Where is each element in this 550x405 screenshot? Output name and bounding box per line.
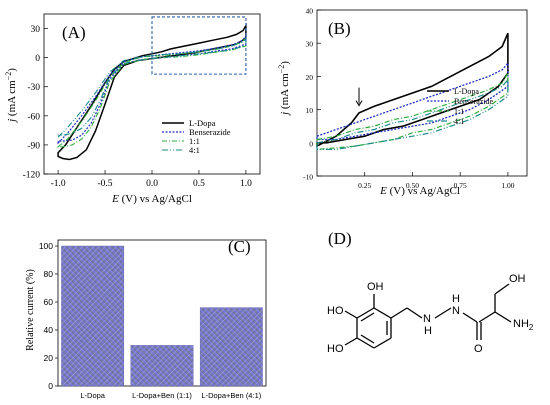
legend-label: Benserazide [189, 127, 231, 137]
legend-label: 4:1 [189, 145, 200, 155]
panel-a-chart: -1.0 -0.5 0.0 0.5 1.0 30 0 -30 -60 -90 -120 (A) L-… [4, 13, 261, 205]
molecule-labels: OH HO HO N H H N O NH2 OH [327, 273, 534, 355]
series-line-l-dopa [57, 22, 247, 161]
panel-d-label: (D) [328, 229, 352, 248]
y-tick-label: 60 [44, 297, 54, 307]
bar [61, 245, 125, 387]
series-line-1-1 [316, 70, 509, 151]
bar [130, 345, 194, 387]
x-tick-label: -0.5 [98, 179, 113, 189]
peak-arrow-head [355, 100, 363, 107]
atom-h-first: H [424, 325, 432, 337]
y-tick-label: -90 [27, 141, 40, 151]
series-line-4-1 [316, 78, 509, 150]
legend-label: 1:1 [454, 107, 464, 116]
panel-b-label: (B) [328, 19, 351, 38]
y-tick-label: 0 [309, 139, 313, 148]
panel-b-chart: 0.25 0.50 0.75 1.00 40 30 20 10 0 -10 (B) L-DopaB… [277, 7, 528, 197]
x-tick-label: 1.0 [240, 179, 252, 189]
atom-h-second: H [452, 293, 460, 305]
panel-a-xlabel: E (V) vs Ag/AgCl [111, 193, 192, 205]
y-tick-label: 0 [48, 381, 53, 391]
y-tick-label: -60 [27, 112, 40, 122]
atom-nh-first: N [423, 313, 431, 325]
panel-d-structure: (D) OH HO HO N H H N [327, 229, 534, 355]
y-tick-label: 30 [31, 25, 41, 35]
molecule-bonds [344, 283, 512, 349]
x-tick-label: 0.5 [193, 179, 205, 189]
y-tick-label: 40 [306, 7, 314, 16]
panel-a-label: (A) [62, 23, 86, 42]
y-tick-label: 80 [44, 269, 54, 279]
y-tick-label: 20 [44, 353, 54, 363]
atom-nh2: NH2 [513, 318, 534, 332]
y-tick-label: -10 [303, 173, 313, 182]
series-line-1-1 [56, 37, 247, 148]
panel-c-ylabel: Relative current (%) [25, 269, 36, 351]
series-line-l-dopa [316, 32, 509, 148]
y-tick-label: 20 [306, 73, 314, 82]
y-tick-label: 40 [44, 325, 54, 335]
panel-b-plot-area: 0.25 0.50 0.75 1.00 40 30 20 10 0 -10 [303, 7, 528, 190]
y-tick-label: 0 [35, 54, 40, 64]
panel-b-xlabel: E (V) vs Ag/AgCl [379, 185, 460, 197]
x-tick-label: -1.0 [51, 179, 66, 189]
series-line-4-1 [57, 38, 247, 139]
legend-label: 1:1 [189, 136, 200, 146]
atom-oh-chain: OH [509, 273, 526, 285]
y-tick-label: 10 [306, 106, 314, 115]
atom-oh-ring-top: OH [367, 281, 384, 293]
y-tick-label: -120 [23, 171, 41, 181]
panel-c-chart: 0 20 40 60 80 100 L-Dopa L-Dopa+Ben (1:1) L-Dopa… [25, 237, 267, 400]
legend-label: L-Dopa [189, 118, 216, 128]
atom-ho-left: HO [327, 305, 344, 317]
panel-a-ylabel: j (mA cm−2) [4, 68, 18, 124]
legend-label: 4:1 [454, 117, 464, 126]
x-category-label: L-Dopa+Ben (1:1) [132, 391, 192, 400]
x-tick-label: 0.0 [146, 179, 158, 189]
series-line-benserazide [57, 34, 247, 145]
x-category-label: L-Dopa [80, 391, 105, 400]
zoom-region-box [151, 16, 247, 75]
legend-label: L-Dopa [454, 87, 479, 96]
y-tick-label: -30 [27, 83, 40, 93]
x-tick-label: 0.50 [406, 181, 419, 190]
panel-c-label: (C) [228, 237, 251, 256]
panel-a-plot-area: -1.0 -0.5 0.0 0.5 1.0 30 0 -30 -60 -90 -120 [23, 13, 261, 189]
x-tick-label: 0.75 [454, 181, 467, 190]
panel-c-plot-area: 0 20 40 60 80 100 L-Dopa L-Dopa+Ben (1:1) L-Dopa… [39, 239, 267, 400]
panel-b-ylabel: j (mA cm−2) [277, 61, 291, 117]
x-tick-label: 0.25 [358, 181, 371, 190]
y-tick-label: 100 [39, 241, 53, 251]
y-tick-label: 30 [306, 40, 314, 49]
atom-ho-bottom: HO [327, 343, 344, 355]
x-tick-label: 1.00 [501, 181, 514, 190]
legend-label: Benserazide [454, 97, 494, 106]
plot-frame [316, 9, 528, 177]
x-category-label: L-Dopa+Ben (4:1) [201, 391, 261, 400]
bar [199, 307, 263, 387]
atom-n-second: N [452, 305, 460, 317]
atom-oxygen: O [474, 343, 483, 355]
